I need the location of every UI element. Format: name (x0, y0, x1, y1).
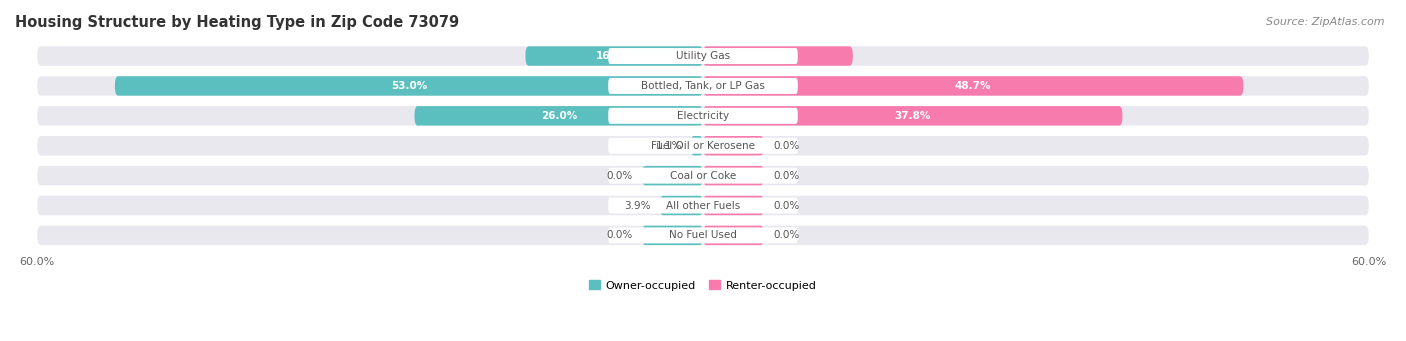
FancyBboxPatch shape (643, 166, 703, 185)
Text: Coal or Coke: Coal or Coke (669, 170, 737, 181)
Legend: Owner-occupied, Renter-occupied: Owner-occupied, Renter-occupied (585, 276, 821, 295)
FancyBboxPatch shape (37, 166, 1369, 185)
FancyBboxPatch shape (609, 138, 797, 154)
FancyBboxPatch shape (643, 226, 703, 245)
FancyBboxPatch shape (37, 136, 1369, 155)
Text: 0.0%: 0.0% (773, 141, 799, 151)
FancyBboxPatch shape (609, 227, 797, 243)
FancyBboxPatch shape (703, 136, 763, 155)
FancyBboxPatch shape (37, 226, 1369, 245)
Text: 37.8%: 37.8% (894, 111, 931, 121)
Text: Bottled, Tank, or LP Gas: Bottled, Tank, or LP Gas (641, 81, 765, 91)
FancyBboxPatch shape (703, 106, 1122, 125)
Text: All other Fuels: All other Fuels (666, 201, 740, 210)
FancyBboxPatch shape (703, 46, 853, 66)
Text: 0.0%: 0.0% (607, 231, 633, 240)
FancyBboxPatch shape (690, 136, 703, 155)
FancyBboxPatch shape (609, 197, 797, 213)
Text: 26.0%: 26.0% (541, 111, 576, 121)
Text: 0.0%: 0.0% (773, 170, 799, 181)
FancyBboxPatch shape (609, 48, 797, 64)
Text: Source: ZipAtlas.com: Source: ZipAtlas.com (1267, 17, 1385, 27)
Text: Fuel Oil or Kerosene: Fuel Oil or Kerosene (651, 141, 755, 151)
FancyBboxPatch shape (37, 106, 1369, 125)
FancyBboxPatch shape (703, 76, 1243, 96)
Text: 0.0%: 0.0% (773, 231, 799, 240)
FancyBboxPatch shape (703, 196, 763, 215)
FancyBboxPatch shape (37, 46, 1369, 66)
Text: 0.0%: 0.0% (773, 201, 799, 210)
Text: Electricity: Electricity (676, 111, 730, 121)
FancyBboxPatch shape (37, 196, 1369, 215)
FancyBboxPatch shape (609, 108, 797, 124)
Text: Housing Structure by Heating Type in Zip Code 73079: Housing Structure by Heating Type in Zip… (15, 15, 460, 30)
FancyBboxPatch shape (415, 106, 703, 125)
Text: 0.0%: 0.0% (607, 170, 633, 181)
FancyBboxPatch shape (37, 76, 1369, 96)
FancyBboxPatch shape (659, 196, 703, 215)
FancyBboxPatch shape (609, 78, 797, 94)
Text: 13.5%: 13.5% (759, 51, 796, 61)
FancyBboxPatch shape (703, 226, 763, 245)
FancyBboxPatch shape (115, 76, 703, 96)
Text: 53.0%: 53.0% (391, 81, 427, 91)
FancyBboxPatch shape (526, 46, 703, 66)
Text: 48.7%: 48.7% (955, 81, 991, 91)
Text: 16.0%: 16.0% (596, 51, 633, 61)
FancyBboxPatch shape (703, 166, 763, 185)
Text: 1.1%: 1.1% (655, 141, 682, 151)
Text: No Fuel Used: No Fuel Used (669, 231, 737, 240)
FancyBboxPatch shape (609, 168, 797, 183)
Text: Utility Gas: Utility Gas (676, 51, 730, 61)
Text: 3.9%: 3.9% (624, 201, 651, 210)
